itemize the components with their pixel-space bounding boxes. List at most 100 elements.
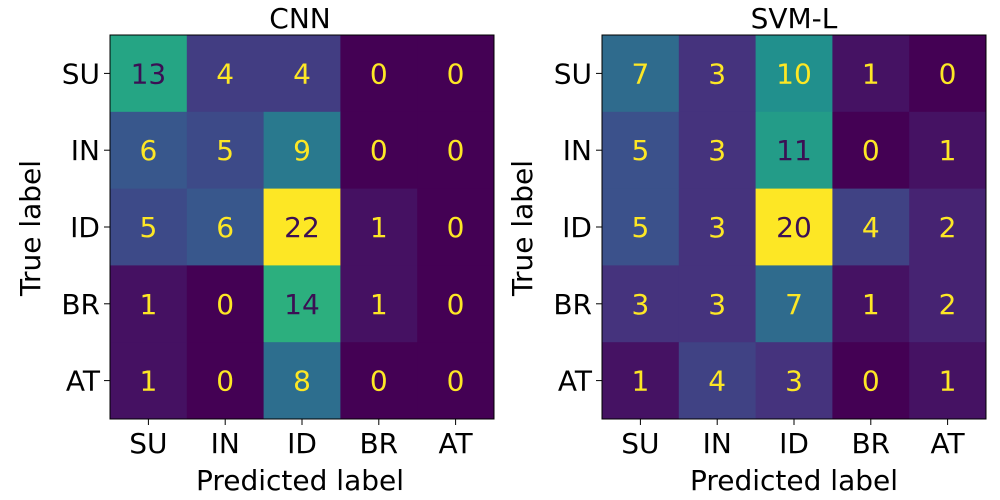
cell-value-label: 0 <box>447 365 465 398</box>
cell-value-label: 1 <box>862 57 880 90</box>
y-tick-label: SU <box>554 57 592 90</box>
heatmap-cell <box>340 188 418 266</box>
x-tick-label: IN <box>211 427 240 460</box>
x-tick-label: BR <box>851 427 890 460</box>
cell-value-label: 3 <box>708 134 726 167</box>
cell-value-label: 0 <box>447 211 465 244</box>
heatmap-cell <box>602 111 680 190</box>
cell-value-label: 2 <box>939 288 957 321</box>
cell-value-label: 0 <box>216 288 234 321</box>
heatmap-grid: 7 3 10 1 05 3 11 0 15 3 20 4 23 3 7 1 21 4 3 0 1SU IN ID BR ATSU… <box>553 34 987 460</box>
cell-value-label: 1 <box>370 211 388 244</box>
heatmap-cell <box>263 188 341 266</box>
heatmap-cell <box>110 265 188 343</box>
cell-value-label: 3 <box>631 288 649 321</box>
cell-value-label: 0 <box>862 365 880 398</box>
y-axis-title: True label <box>14 160 47 297</box>
cell-value-label: 2 <box>939 211 957 244</box>
heatmap-cell <box>678 342 757 420</box>
heatmap-cell <box>678 35 757 113</box>
y-tick-label: BR <box>61 288 100 321</box>
heatmap-cell <box>755 265 833 343</box>
panel-cnn: CNN Predicted label True label <box>14 2 404 497</box>
heatmap-cell <box>186 111 265 190</box>
heatmap-cell <box>263 35 341 113</box>
heatmap-cell <box>602 265 680 343</box>
cell-value-label: 1 <box>139 365 157 398</box>
heatmap-cell <box>832 265 910 343</box>
heatmap-cell <box>263 111 341 190</box>
heatmap-cell <box>417 188 495 266</box>
heatmap-cell <box>755 188 833 266</box>
cell-value-label: 0 <box>370 365 388 398</box>
cell-value-label: 1 <box>862 288 880 321</box>
cell-value-label: 0 <box>447 134 465 167</box>
cell-value-label: 5 <box>631 134 649 167</box>
heatmap-cell <box>909 111 987 190</box>
heatmap-cell <box>755 111 833 190</box>
y-tick-label: IN <box>71 134 100 167</box>
cell-value-label: 5 <box>139 211 157 244</box>
cell-value-label: 13 <box>131 57 167 90</box>
y-tick-label: BR <box>553 288 592 321</box>
y-tick-label: SU <box>62 57 100 90</box>
cell-value-label: 7 <box>631 57 649 90</box>
x-tick-label: AT <box>439 427 474 460</box>
heatmap-cell <box>340 342 418 420</box>
x-axis-title: Predicted label <box>690 464 898 497</box>
cell-value-label: 0 <box>447 57 465 90</box>
cell-value-label: 0 <box>447 288 465 321</box>
cell-value-label: 5 <box>631 211 649 244</box>
cell-value-label: 20 <box>776 211 812 244</box>
cell-value-label: 6 <box>139 134 157 167</box>
cell-value-label: 0 <box>939 57 957 90</box>
heatmap-cell <box>602 35 680 113</box>
heatmap-cell <box>832 342 910 420</box>
x-tick-label: ID <box>287 427 317 460</box>
heatmap-cell <box>186 342 265 420</box>
heatmap-cell <box>340 35 418 113</box>
heatmap-cell <box>602 342 680 420</box>
heatmap-cell <box>678 111 757 190</box>
heatmap-cell <box>110 35 188 113</box>
cell-value-label: 3 <box>708 57 726 90</box>
heatmap-cell <box>110 188 188 266</box>
heatmap-cell <box>417 111 495 190</box>
heatmap-cell <box>909 265 987 343</box>
heatmap-cell <box>340 265 418 343</box>
cell-value-label: 4 <box>293 57 311 90</box>
heatmap-cell <box>755 35 833 113</box>
cell-value-label: 0 <box>216 365 234 398</box>
cell-value-label: 1 <box>370 288 388 321</box>
cell-value-label: 9 <box>293 134 311 167</box>
cell-value-label: 7 <box>785 288 803 321</box>
cell-value-label: 14 <box>284 288 320 321</box>
x-axis-title: Predicted label <box>196 464 404 497</box>
heatmap-cell <box>110 111 188 190</box>
heatmap-cell <box>909 342 987 420</box>
y-axis-title: True label <box>506 160 539 297</box>
cell-value-label: 6 <box>216 211 234 244</box>
heatmap-cell <box>417 35 495 113</box>
x-tick-label: ID <box>779 427 809 460</box>
heatmap-cell <box>417 265 495 343</box>
cell-value-label: 1 <box>939 365 957 398</box>
y-tick-label: ID <box>562 211 592 244</box>
y-tick-label: IN <box>563 134 592 167</box>
heatmap-cell <box>678 265 757 343</box>
heatmap-grid: 13 4 4 0 0 6 5 9 0 0 5 6 22 1 0 1 0 14 1 0 1 0 8 0 0 SU IN ID BR AT SU… <box>61 34 495 460</box>
heatmap-cell <box>755 342 833 420</box>
heatmap-cell <box>832 188 910 266</box>
heatmap-cell <box>340 111 418 190</box>
x-tick-label: AT <box>931 427 966 460</box>
cell-value-label: 0 <box>370 134 388 167</box>
cell-value-label: 22 <box>284 211 320 244</box>
heatmap-cell <box>909 188 987 266</box>
cell-value-label: 11 <box>776 134 812 167</box>
cell-value-label: 1 <box>939 134 957 167</box>
heatmap-cell <box>678 188 757 266</box>
x-tick-label: BR <box>359 427 398 460</box>
cell-value-label: 4 <box>216 57 234 90</box>
cell-value-label: 4 <box>862 211 880 244</box>
